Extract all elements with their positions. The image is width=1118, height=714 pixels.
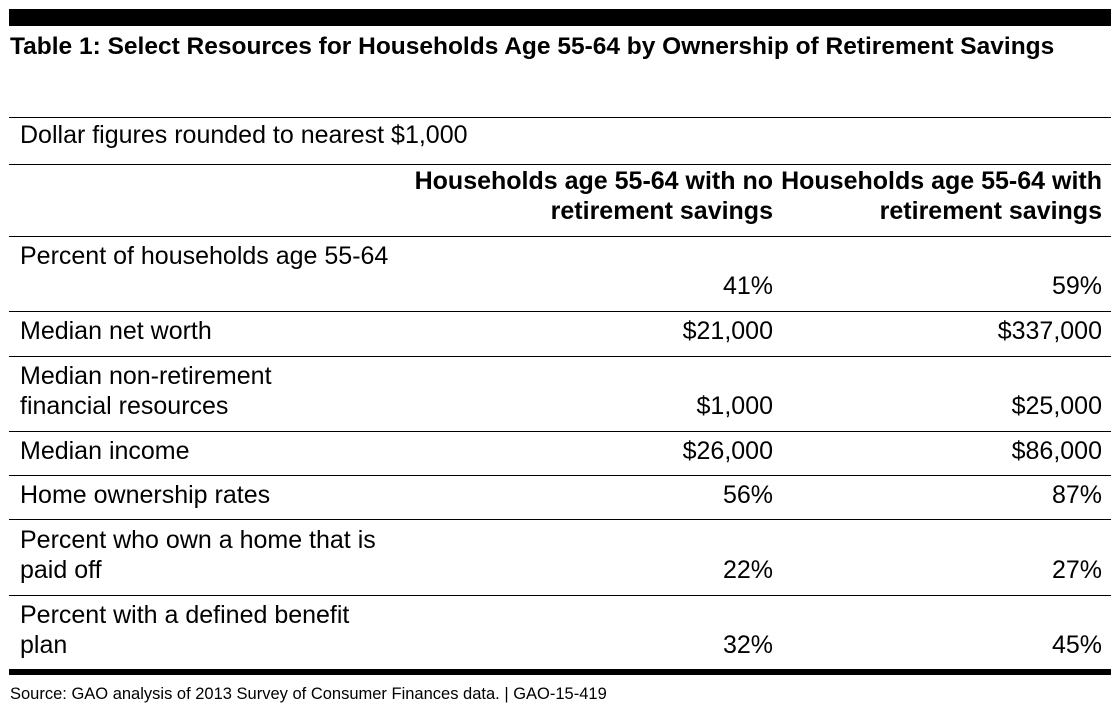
- row-label: Percent with a defined benefit plan: [20, 601, 350, 659]
- row-value-with-savings: 27%: [1051, 556, 1102, 584]
- row-label: Percent who own a home that is paid off: [20, 526, 376, 584]
- row-value-no-savings: $26,000: [682, 437, 773, 465]
- divider: [9, 117, 1111, 118]
- row-value-with-savings: 45%: [1051, 631, 1102, 659]
- row-label: Percent of households age 55-64: [20, 242, 389, 270]
- row-value-with-savings: $86,000: [1011, 437, 1102, 465]
- row-value-no-savings: $21,000: [682, 317, 773, 345]
- divider: [9, 356, 1111, 357]
- divider: [9, 236, 1111, 237]
- table-note: Dollar figures rounded to nearest $1,000: [20, 121, 468, 149]
- row-value-no-savings: 56%: [722, 481, 773, 509]
- row-label: Home ownership rates: [20, 481, 271, 509]
- divider: [9, 431, 1111, 432]
- row-label: Median non-retirement financial resource…: [20, 362, 272, 420]
- row-value-no-savings: 41%: [722, 272, 773, 300]
- column-header-no-savings: Households age 55-64 with no retirement …: [414, 167, 773, 225]
- divider: [9, 519, 1111, 520]
- divider: [9, 164, 1111, 165]
- row-value-no-savings: 32%: [722, 631, 773, 659]
- bottom-rule: [9, 669, 1111, 675]
- row-label: Median net worth: [20, 317, 212, 345]
- table-title: Table 1: Select Resources for Households…: [10, 33, 1055, 60]
- row-label: Median income: [20, 437, 190, 465]
- row-value-with-savings: $25,000: [1011, 392, 1102, 420]
- divider: [9, 311, 1111, 312]
- column-header-with-savings: Households age 55-64 with retirement sav…: [781, 167, 1102, 225]
- row-value-with-savings: 59%: [1051, 272, 1102, 300]
- row-value-with-savings: 87%: [1051, 481, 1102, 509]
- top-bar: [9, 9, 1111, 26]
- row-value-no-savings: $1,000: [696, 392, 773, 420]
- row-value-with-savings: $337,000: [997, 317, 1102, 345]
- divider: [9, 475, 1111, 476]
- row-value-no-savings: 22%: [722, 556, 773, 584]
- source-note: Source: GAO analysis of 2013 Survey of C…: [10, 685, 607, 703]
- divider: [9, 595, 1111, 596]
